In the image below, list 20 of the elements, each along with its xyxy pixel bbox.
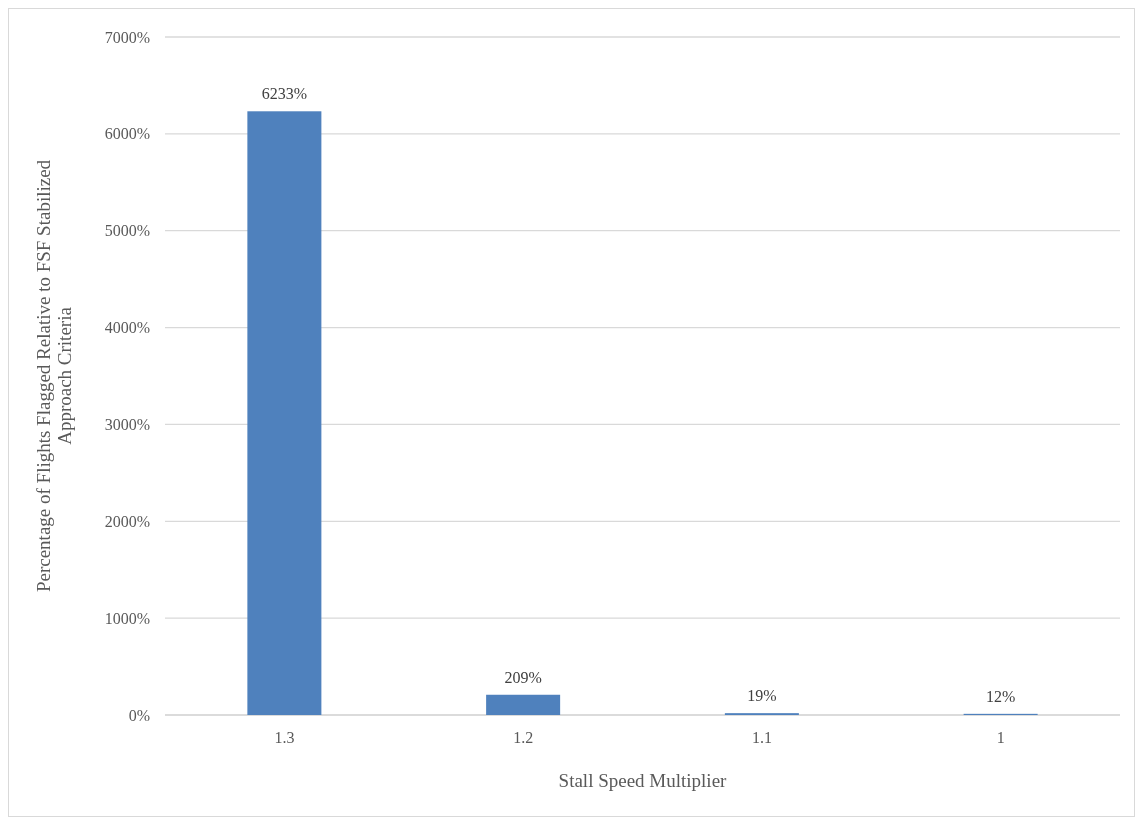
data-label: 209% xyxy=(504,668,542,686)
x-tick-label: 1.1 xyxy=(751,729,772,746)
y-tick-label: 3000% xyxy=(104,416,150,434)
data-label: 12% xyxy=(985,687,1016,705)
bar xyxy=(486,694,561,715)
data-label: 19% xyxy=(747,687,777,705)
x-axis-title: Stall Speed Multiplier xyxy=(558,770,728,791)
y-tick-label: 0% xyxy=(128,706,150,724)
x-tick-label: 1.3 xyxy=(274,729,295,746)
bar xyxy=(247,111,322,715)
y-tick-label: 7000% xyxy=(104,28,150,46)
y-tick-label: 2000% xyxy=(104,512,150,530)
x-tick-label: 1.2 xyxy=(513,729,534,746)
data-label: 6233% xyxy=(261,85,308,103)
y-tick-label: 6000% xyxy=(104,125,150,143)
y-axis-title: Percentage of Flights Flagged Relative to FSF Stabilized Approach Criteria xyxy=(33,159,75,593)
y-tick-label: 1000% xyxy=(104,609,150,627)
y-tick-label: 4000% xyxy=(104,319,150,337)
x-tick-label: 1 xyxy=(996,729,1005,746)
y-tick-label: 5000% xyxy=(104,222,150,240)
